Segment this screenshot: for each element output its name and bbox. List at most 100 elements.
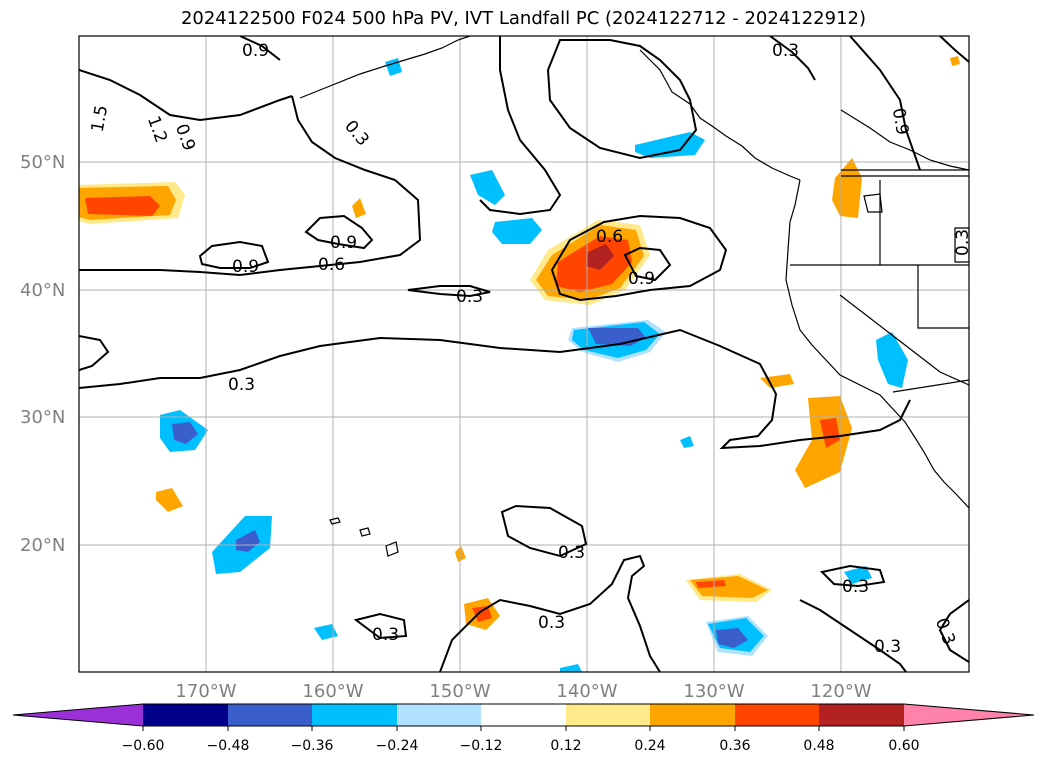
- contour-label: 0.3: [953, 229, 973, 256]
- contour-label: 0.3: [372, 625, 399, 645]
- contour-line: [769, 36, 816, 81]
- colorbar-tick-label: −0.36: [291, 738, 334, 754]
- lon-label: 160°W: [302, 681, 363, 702]
- anomaly-negative: [470, 170, 505, 205]
- contour-line: [819, 564, 886, 588]
- anomaly-negative: [568, 320, 666, 362]
- contour-line: [849, 36, 921, 171]
- anomaly-positive: [79, 182, 185, 224]
- lon-label: 130°W: [683, 681, 744, 702]
- colorbar-segment: [13, 704, 143, 726]
- contour-line: [623, 246, 672, 282]
- colorbar-tick-label: 0.12: [550, 738, 581, 754]
- colorbar-segment: [228, 704, 312, 726]
- contour-label: 0.6: [596, 227, 623, 247]
- anomaly-positive: [795, 396, 852, 488]
- lon-label: 140°W: [556, 681, 617, 702]
- contour-label: 0.9: [888, 107, 912, 137]
- colorbar-segment: [481, 704, 566, 726]
- colorbar-tick-label: 0.60: [888, 738, 919, 754]
- contour-label: 0.3: [842, 577, 869, 597]
- contour-line: [939, 36, 969, 63]
- contour-line: [79, 69, 293, 122]
- colorbar-segment: [312, 704, 397, 726]
- colorbar-tick-label: 0.48: [803, 738, 834, 754]
- colorbar-tick-label: −0.24: [376, 738, 419, 754]
- colorbar-segment: [819, 704, 904, 726]
- contour-label: 1.5: [88, 104, 112, 134]
- contour-label: 0.3: [456, 287, 483, 307]
- anomaly-positive: [352, 198, 366, 218]
- map-area: [79, 36, 969, 672]
- anomaly-positive: [686, 574, 772, 602]
- anomaly-negative: [492, 218, 542, 244]
- anomaly-positive: [832, 158, 862, 218]
- colorbar-segment: [397, 704, 481, 726]
- anomaly-negative: [876, 332, 908, 388]
- figure-title: 2024122500 F024 500 hPa PV, IVT Landfall…: [180, 8, 867, 29]
- colorbar-segment: [143, 704, 228, 726]
- colorbar-tick-label: −0.60: [122, 738, 165, 754]
- map-frame: [78, 35, 970, 673]
- colorbar-tick-label: −0.12: [460, 738, 503, 754]
- anomaly-positive: [530, 220, 650, 305]
- contour-line: [550, 214, 728, 302]
- contour-line: [304, 214, 374, 250]
- anomaly-positive: [950, 56, 960, 66]
- lon-label: 150°W: [429, 681, 490, 702]
- anomaly-negative: [314, 624, 338, 640]
- colorbar-segment: [650, 704, 735, 726]
- longitude-labels: 170°W 160°W 150°W 140°W 130°W 120°W: [175, 681, 871, 702]
- anomaly-negative: [635, 132, 705, 158]
- colorbar-tick-label: −0.48: [207, 738, 250, 754]
- contour-line: [198, 240, 270, 269]
- contour-line: [799, 599, 907, 672]
- anomaly-positive: [156, 488, 183, 512]
- contour-line: [407, 285, 491, 298]
- anomaly-positive: [760, 374, 794, 388]
- lon-label: 120°W: [810, 681, 871, 702]
- contour-label: 0.3: [874, 637, 901, 657]
- pv-contours: [79, 36, 969, 672]
- contour-label: 0.9: [330, 233, 357, 253]
- anomaly-negative: [680, 436, 694, 448]
- contour-line: [439, 554, 661, 672]
- colorbar-segment: [735, 704, 819, 726]
- colorbar-tick-label: 0.24: [634, 738, 665, 754]
- colorbar-segment: [566, 704, 650, 726]
- contour-label: 0.3: [772, 41, 799, 61]
- coastlines: [299, 36, 969, 557]
- pv-anomaly-fills: [79, 56, 960, 672]
- colorbar-ticks: [142, 726, 905, 731]
- lat-label: 50°N: [20, 152, 65, 173]
- contour-label: 0.3: [538, 613, 565, 633]
- anomaly-negative: [560, 664, 582, 672]
- contour-label: 0.3: [558, 543, 585, 563]
- contour-label: 0.3: [228, 375, 255, 395]
- contour-label: 0.9: [628, 269, 655, 289]
- contour-line: [79, 328, 911, 450]
- contour-line: [546, 39, 698, 160]
- anomaly-negative: [160, 410, 208, 452]
- contour-line: [79, 95, 422, 277]
- anomaly-negative: [844, 566, 872, 584]
- colorbar-segment: [904, 704, 1034, 726]
- contour-line: [500, 504, 588, 558]
- lat-label: 40°N: [20, 280, 65, 301]
- anomaly-negative: [706, 616, 768, 656]
- lat-label: 20°N: [20, 535, 65, 556]
- lon-label: 170°W: [175, 681, 236, 702]
- lat-label: 30°N: [20, 407, 65, 428]
- colorbar: −0.60 −0.48 −0.36 −0.24 −0.12 0.12 0.24 …: [12, 703, 1035, 754]
- contour-label: 0.6: [318, 255, 345, 275]
- contour-line: [938, 599, 969, 663]
- contour-line: [353, 612, 408, 640]
- contour-line: [239, 36, 281, 61]
- colorbar-tick-label: 0.36: [719, 738, 750, 754]
- contour-label: 0.9: [232, 257, 259, 277]
- map-content: 0.9 0.3 1.5 1.2 0.9 0.3 0.9 0.6 0.9 0.6 …: [79, 36, 973, 672]
- contour-line: [479, 36, 562, 216]
- contour-labels: 0.9 0.3 1.5 1.2 0.9 0.3 0.9 0.6 0.9 0.6 …: [88, 41, 973, 657]
- contour-label: 0.9: [242, 41, 269, 61]
